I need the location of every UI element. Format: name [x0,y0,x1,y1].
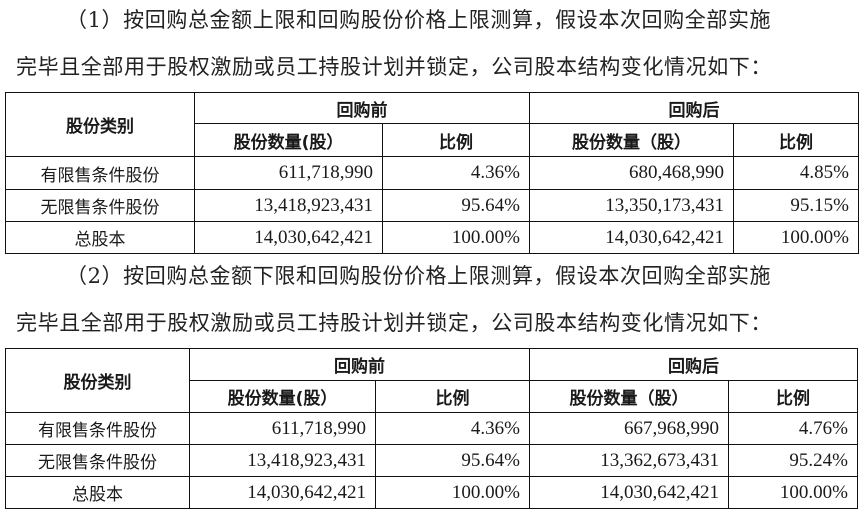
row-after-shares: 14,030,642,421 [529,221,734,254]
section2-paragraph-line2: 完毕且全部用于股权激励或员工持股计划并锁定，公司股本结构变化情况如下： [16,311,772,335]
row-before-shares: 14,030,642,421 [189,476,376,509]
row-category: 总股本 [5,476,190,509]
row-before-shares: 13,418,923,431 [189,444,376,477]
row-after-shares: 14,030,642,421 [529,476,729,509]
header-category: 股份类别 [5,92,195,157]
header-before-repurchase: 回购前 [194,92,530,124]
table-row: 有限售条件股份 611,718,990 4.36% 680,468,990 4.… [5,156,859,190]
row-after-ratio: 4.76% [728,412,858,445]
row-before-ratio: 4.36% [382,156,530,190]
table-header-row: 股份类别 回购前 回购后 [5,92,859,157]
header-before-repurchase: 回购前 [189,348,530,381]
row-after-ratio: 95.24% [728,444,858,477]
row-before-ratio: 95.64% [375,444,530,477]
share-structure-table-upper-limit: 股份类别 回购前 回购后 股份数量(股） 比例 股份数量（股） 比例 有限售条件… [5,92,859,254]
header-after-ratio: 比例 [728,380,858,413]
row-category: 总股本 [5,221,195,254]
share-structure-table-lower-limit: 股份类别 回购前 回购后 股份数量(股） 比例 股份数量（股） 比例 有限售条件… [5,348,858,509]
row-before-ratio: 95.64% [382,189,530,222]
header-after-repurchase: 回购后 [529,348,858,381]
header-before-shares: 股份数量(股） [194,123,383,157]
header-category: 股份类别 [5,348,190,413]
row-before-shares: 14,030,642,421 [194,221,383,254]
table-row: 有限售条件股份 611,718,990 4.36% 667,968,990 4.… [5,412,858,445]
row-after-ratio: 100.00% [733,221,859,254]
header-before-ratio: 比例 [375,380,530,413]
table-row: 总股本 14,030,642,421 100.00% 14,030,642,42… [5,476,858,509]
header-after-ratio: 比例 [733,123,859,157]
row-before-ratio: 100.00% [375,476,530,509]
section2-paragraph-line1: （2）按回购总金额下限和回购股份价格上限测算，假设本次回购全部实施 [66,264,772,288]
header-after-shares: 股份数量（股） [529,123,734,157]
row-before-ratio: 4.36% [375,412,530,445]
row-category: 有限售条件股份 [5,156,195,190]
row-after-shares: 13,362,673,431 [529,444,729,477]
table-header-row: 股份类别 回购前 回购后 [5,348,858,413]
header-before-ratio: 比例 [382,123,530,157]
header-before-shares: 股份数量(股） [189,380,376,413]
header-after-repurchase: 回购后 [529,92,859,124]
table-row: 无限售条件股份 13,418,923,431 95.64% 13,362,673… [5,444,858,477]
row-before-shares: 13,418,923,431 [194,189,383,222]
row-after-shares: 680,468,990 [529,156,734,190]
section1-paragraph-line1: （1）按回购总金额上限和回购股份价格上限测算，假设本次回购全部实施 [66,8,772,32]
row-after-ratio: 4.85% [733,156,859,190]
row-before-shares: 611,718,990 [194,156,383,190]
header-after-shares: 股份数量（股） [529,380,729,413]
table-row: 无限售条件股份 13,418,923,431 95.64% 13,350,173… [5,189,859,222]
row-category: 无限售条件股份 [5,444,190,477]
table-row: 总股本 14,030,642,421 100.00% 14,030,642,42… [5,221,859,254]
row-before-shares: 611,718,990 [189,412,376,445]
row-after-ratio: 100.00% [728,476,858,509]
row-after-ratio: 95.15% [733,189,859,222]
row-before-ratio: 100.00% [382,221,530,254]
row-after-shares: 13,350,173,431 [529,189,734,222]
row-category: 有限售条件股份 [5,412,190,445]
section1-paragraph-line2: 完毕且全部用于股权激励或员工持股计划并锁定，公司股本结构变化情况如下： [16,55,772,79]
row-category: 无限售条件股份 [5,189,195,222]
table-subheader-row: 股份数量(股） 比例 股份数量（股） 比例 [6,380,858,413]
table-subheader-row: 股份数量(股） 比例 股份数量（股） 比例 [6,123,859,157]
row-after-shares: 667,968,990 [529,412,729,445]
